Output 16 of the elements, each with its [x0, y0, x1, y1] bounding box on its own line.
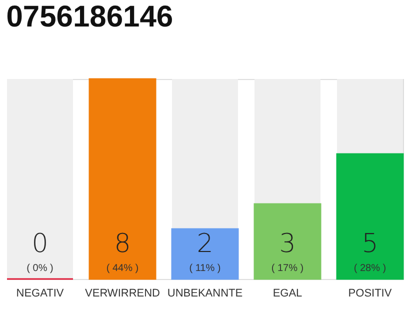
- x-tick-label: POSITIV: [348, 288, 392, 300]
- x-tick-label: UNBEKANNTE: [167, 288, 243, 300]
- data-label: 2: [196, 229, 214, 259]
- data-label: 0: [32, 229, 48, 259]
- x-tick-label: EGAL: [272, 288, 302, 300]
- data-label: 3: [279, 229, 296, 259]
- x-tick-label: VERWIRREND: [85, 288, 160, 300]
- chart-title: 0756186146: [6, 0, 174, 34]
- annotation: ( 17% ): [271, 263, 304, 274]
- annotation: ( 11% ): [189, 263, 221, 274]
- annotation: ( 28% ): [354, 263, 386, 274]
- data-label: 5: [362, 229, 378, 259]
- annotation: ( 44% ): [106, 263, 139, 274]
- annotation: ( 0% ): [26, 263, 54, 274]
- x-tick-label: NEGATIV: [16, 288, 64, 300]
- data-label: 8: [114, 229, 131, 259]
